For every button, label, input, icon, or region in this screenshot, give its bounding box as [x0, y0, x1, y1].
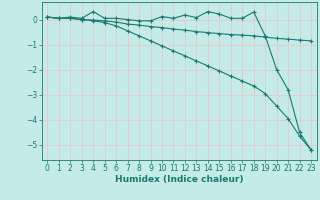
X-axis label: Humidex (Indice chaleur): Humidex (Indice chaleur)	[115, 175, 244, 184]
